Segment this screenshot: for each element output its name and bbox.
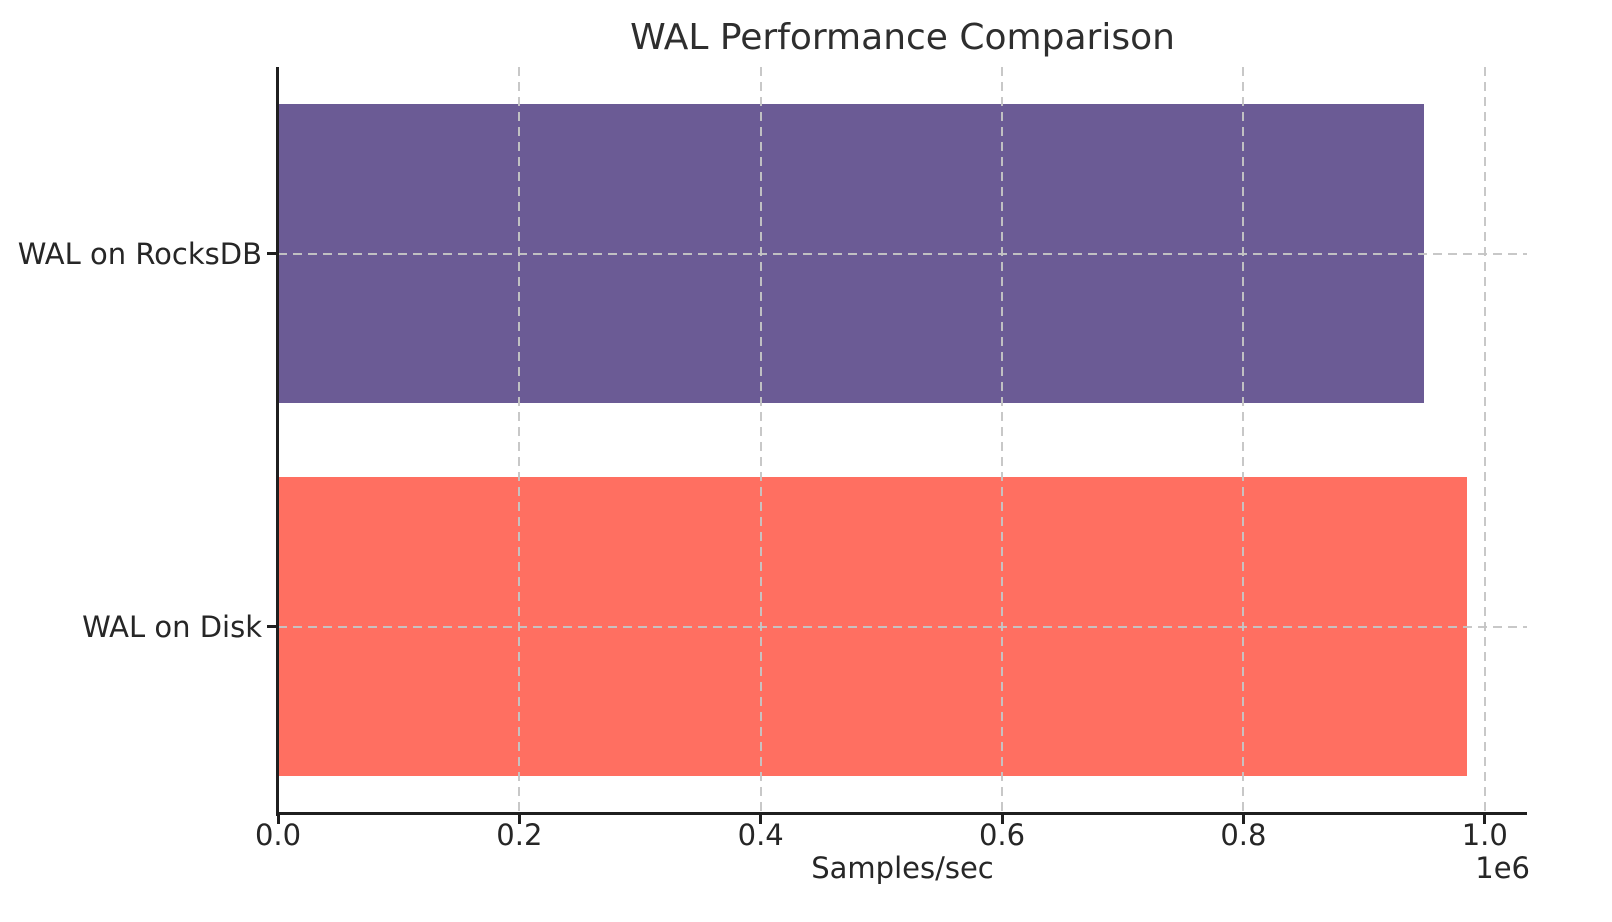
x-axis-spine	[276, 812, 1527, 815]
y-tick-mark	[267, 252, 276, 255]
x-tick-mark	[276, 815, 280, 824]
x-tick-label: 0.2	[496, 818, 543, 852]
x-gridline	[759, 67, 762, 813]
x-axis-label: Samples/sec	[811, 851, 994, 885]
x-gridline	[518, 67, 521, 813]
y-gridline	[278, 252, 1527, 255]
x-tick-label: 0.6	[978, 818, 1026, 852]
x-tick-mark	[1241, 815, 1245, 824]
x-tick-mark	[517, 815, 521, 824]
x-tick-label: 0.8	[1220, 818, 1267, 852]
y-tick-label: WAL on Disk	[82, 609, 262, 644]
x-gridline	[1001, 67, 1004, 813]
x-tick-mark	[1483, 815, 1487, 824]
x-tick-mark	[759, 815, 763, 824]
y-tick-label: WAL on RocksDB	[17, 236, 262, 271]
x-tick-mark	[1000, 815, 1004, 824]
x-gridline	[1483, 67, 1486, 813]
y-gridline	[278, 625, 1527, 628]
chart-title: WAL Performance Comparison	[630, 17, 1175, 58]
y-tick-mark	[267, 625, 276, 628]
x-tick-label: 0.0	[254, 818, 302, 852]
x-gridline	[1242, 67, 1245, 813]
y-axis-spine	[276, 67, 279, 816]
x-tick-label: 1.0	[1461, 818, 1508, 852]
plot-area	[278, 67, 1527, 813]
x-tick-label: 0.4	[737, 818, 784, 852]
axis-offset-text: 1e6	[1475, 851, 1530, 885]
